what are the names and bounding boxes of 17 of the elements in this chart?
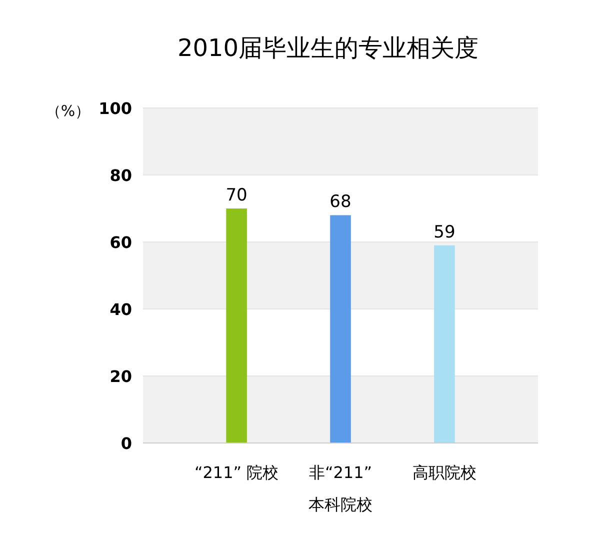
y-axis-title: （%） xyxy=(46,102,90,120)
y-tick-label: 100 xyxy=(98,99,132,118)
y-tick-label: 80 xyxy=(110,166,132,185)
y-tick-label: 40 xyxy=(110,300,132,319)
x-tick-label: 非“211” 本科院校 xyxy=(308,463,372,514)
y-tick-label: 60 xyxy=(110,233,132,252)
data-label: 68 xyxy=(330,192,352,212)
x-tick-label: “211” 院校 xyxy=(194,463,279,482)
data-label: 70 xyxy=(226,186,248,206)
data-label: 59 xyxy=(434,222,456,242)
bar xyxy=(434,245,455,443)
bar xyxy=(226,208,247,443)
chart-title: 2010届毕业生的专业相关度 xyxy=(177,34,479,62)
y-tick-label: 20 xyxy=(110,367,132,386)
bar xyxy=(330,215,351,443)
x-tick-label: 高职院校 xyxy=(412,463,476,482)
y-tick-label: 0 xyxy=(120,434,132,453)
